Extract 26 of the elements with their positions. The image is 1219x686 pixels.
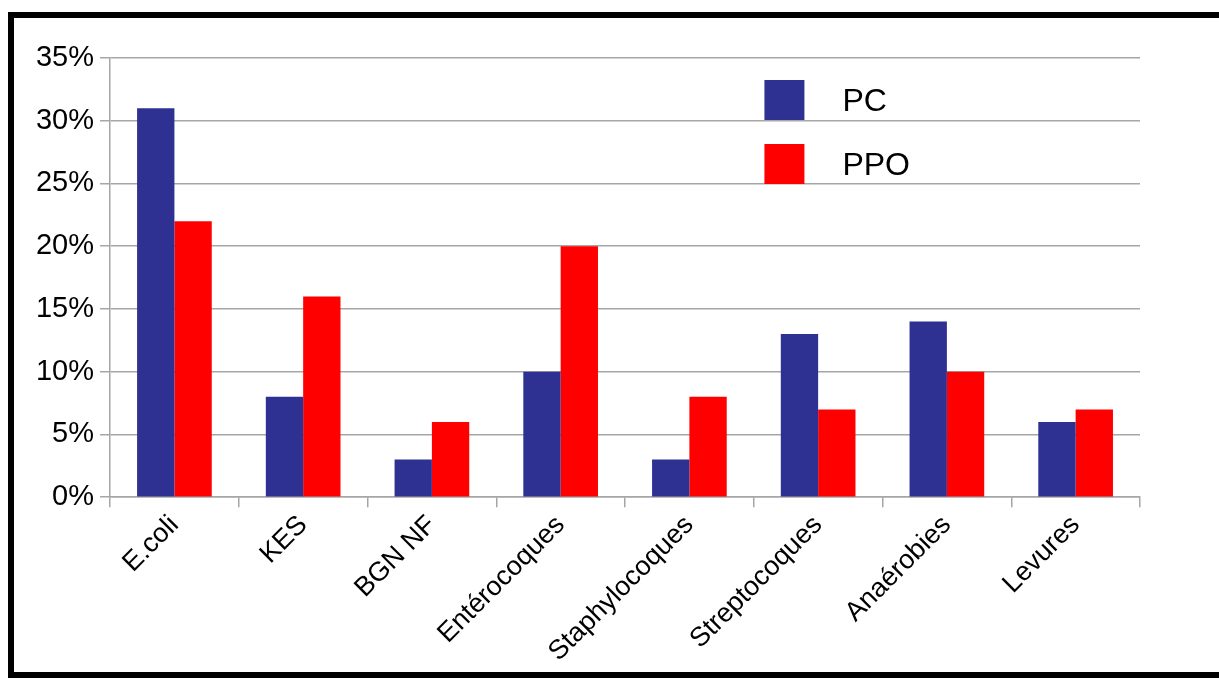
y-tick-label: 20% xyxy=(36,228,95,261)
bar xyxy=(265,396,304,497)
bar xyxy=(523,371,561,497)
bar xyxy=(1075,409,1113,497)
bar xyxy=(818,409,856,497)
legend-label: PPO xyxy=(842,145,910,182)
bar xyxy=(560,246,598,497)
bar xyxy=(652,459,690,497)
bar xyxy=(1038,421,1076,497)
y-tick-label: 25% xyxy=(36,165,95,198)
y-tick-label: 15% xyxy=(36,290,95,323)
y-tick-label: 30% xyxy=(36,102,95,135)
bar xyxy=(394,459,432,497)
y-tick-label: 5% xyxy=(52,416,95,449)
bar xyxy=(303,296,341,497)
bar xyxy=(780,334,819,497)
bar xyxy=(174,221,212,497)
bar xyxy=(909,321,947,497)
bar xyxy=(689,396,727,497)
bar xyxy=(946,371,985,497)
bar xyxy=(431,421,470,497)
bar xyxy=(137,108,175,497)
y-tick-label: 0% xyxy=(52,479,95,512)
y-tick-label: 35% xyxy=(36,40,95,72)
legend-label: PC xyxy=(842,81,887,118)
y-tick-label: 10% xyxy=(36,353,95,386)
